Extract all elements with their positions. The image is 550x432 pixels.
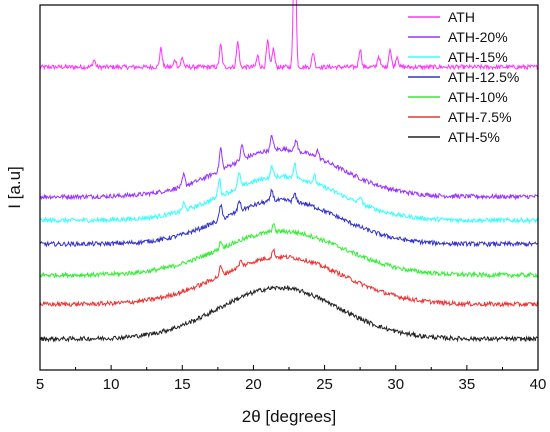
x-tick-label: 10 (103, 376, 120, 393)
x-tick-label: 30 (387, 376, 404, 393)
series-layer (39, 0, 539, 343)
series-line-ath-15- (39, 162, 539, 225)
legend-label: ATH-7.5% (448, 109, 512, 125)
y-axis-label: I [a.u] (5, 166, 24, 209)
legend-label: ATH (448, 9, 475, 25)
x-axis: 5 10 15 20 25 30 35 40 (36, 365, 547, 393)
series-line-ath (39, 0, 538, 72)
legend-label: ATH-15% (448, 49, 508, 65)
x-tick-label: 40 (530, 376, 547, 393)
series-line-ath-20- (40, 135, 539, 201)
series-line-ath-10- (39, 223, 539, 279)
x-tick-label: 35 (459, 376, 476, 393)
series-line-ath-12-5- (39, 187, 539, 248)
legend: ATH ATH-20% ATH-15% ATH-12.5% ATH-10% ATH-7.5… (408, 9, 519, 145)
legend-label: ATH-5% (448, 129, 500, 145)
x-tick-label: 5 (36, 376, 44, 393)
x-axis-label: 2θ [degrees] (242, 407, 337, 426)
legend-label: ATH-12.5% (448, 69, 519, 85)
x-tick-label: 20 (245, 376, 262, 393)
legend-label: ATH-20% (448, 29, 508, 45)
series-line-ath-7-5- (39, 247, 539, 308)
x-tick-label: 15 (174, 376, 191, 393)
x-tick-label: 25 (316, 376, 333, 393)
legend-label: ATH-10% (448, 89, 508, 105)
series-line-ath-5- (39, 284, 539, 343)
